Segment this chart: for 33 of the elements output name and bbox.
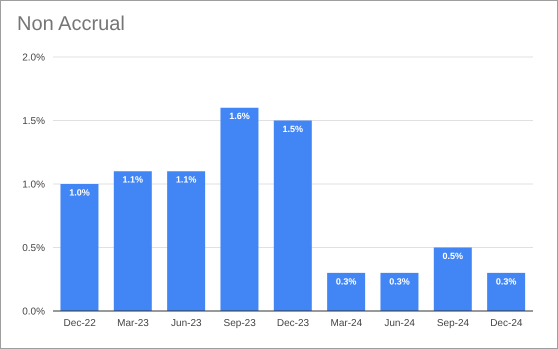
x-tick-label: Jun-23 xyxy=(171,318,202,330)
x-tick-label: Mar-24 xyxy=(330,318,363,330)
bar xyxy=(327,272,366,311)
y-tick-label: 0.0% xyxy=(22,306,46,318)
data-label: 0.3% xyxy=(336,276,356,286)
bar xyxy=(434,248,472,311)
y-tick-label: 1.0% xyxy=(22,180,46,191)
data-label: 1.0% xyxy=(69,187,90,198)
bar xyxy=(220,108,258,311)
bar xyxy=(487,272,526,311)
x-tick-label: Dec-22 xyxy=(64,318,96,330)
data-label: 1.1% xyxy=(176,174,196,185)
x-tick-label: Dec-24 xyxy=(490,318,523,330)
y-tick-label: 0.5% xyxy=(22,243,46,254)
x-tick-label: Dec-23 xyxy=(276,318,310,330)
y-tick-label: 2.0% xyxy=(22,52,46,64)
y-tick-label: 1.5% xyxy=(22,116,46,128)
x-tick-label: Mar-23 xyxy=(117,318,150,330)
x-tick-label: Jun-24 xyxy=(384,318,416,330)
data-label: 0.5% xyxy=(442,250,464,261)
x-tick-label: Sep-23 xyxy=(224,318,256,330)
bar xyxy=(60,184,98,311)
bar xyxy=(380,272,418,311)
data-label: 0.3% xyxy=(496,276,516,286)
data-label: 1.6% xyxy=(229,111,250,122)
x-tick-label: Sep-24 xyxy=(436,318,470,330)
data-label: 1.1% xyxy=(122,174,144,185)
data-label: 0.3% xyxy=(389,276,410,286)
bar xyxy=(167,171,206,311)
bar xyxy=(274,120,312,311)
data-label: 1.5% xyxy=(282,124,304,134)
bar xyxy=(114,171,152,311)
chart-title: Non Accrual xyxy=(17,13,125,36)
